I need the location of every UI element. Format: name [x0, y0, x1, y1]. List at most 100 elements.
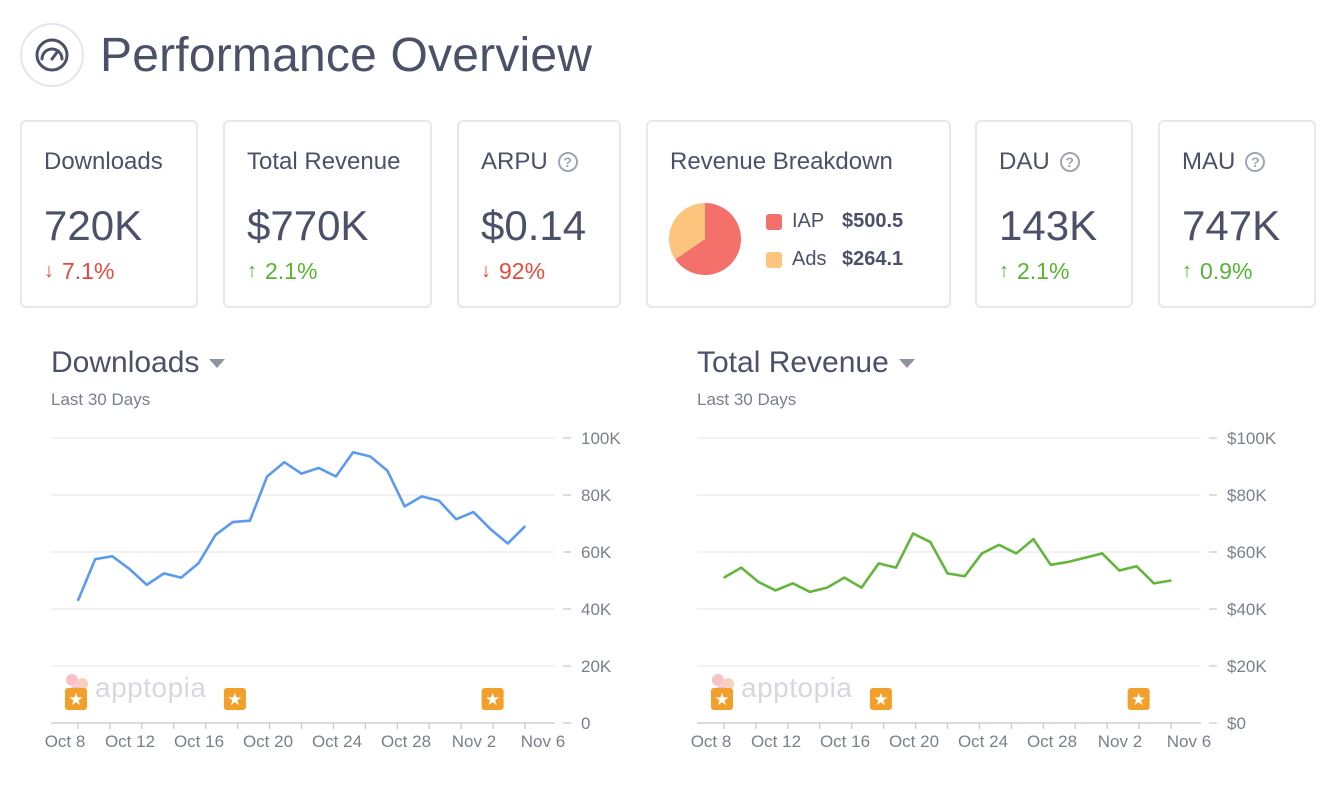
data-point	[231, 521, 234, 523]
x-tick-label: Oct 24	[958, 732, 1008, 750]
revenue-line-chart: $0 $20K $40K $60K $80K $100K Oct 8 Oct 12 Oct 16…	[691, 429, 1277, 750]
star-marker-icon[interactable]: ★	[711, 688, 733, 710]
card-value: 143K	[999, 202, 1098, 249]
data-point	[300, 472, 303, 475]
delta-value: 2.1%	[265, 258, 318, 284]
card-title: DAU ?	[999, 148, 1080, 176]
data-point	[197, 562, 200, 565]
chevron-down-icon[interactable]	[898, 358, 915, 368]
x-tick-label: Oct 12	[105, 732, 155, 750]
data-point	[421, 495, 423, 498]
delta-value: 0.9%	[1200, 258, 1253, 284]
x-tick-label: Oct 16	[174, 732, 224, 750]
series-line	[76, 450, 526, 601]
data-point	[860, 586, 863, 589]
data-point	[369, 455, 372, 458]
star-glyph: ★	[485, 690, 500, 709]
star-glyph: ★	[68, 690, 83, 709]
total-revenue-card[interactable]: Total Revenue $770K ↑ 2.1%	[223, 120, 432, 308]
data-point	[472, 511, 475, 513]
data-point	[740, 566, 742, 569]
x-tick-label: Oct 8	[45, 732, 86, 750]
data-point	[489, 528, 492, 530]
y-tick-label: 0	[581, 714, 590, 733]
pie-slice-ads	[669, 203, 705, 260]
card-value: $0.14	[481, 202, 587, 249]
x-tick-label: Oct 24	[312, 732, 362, 750]
card-title: Downloads	[44, 148, 163, 175]
legend-iap: IAP $500.5	[766, 210, 903, 233]
star-marker-icon[interactable]: ★	[223, 688, 246, 710]
legend-value: $500.5	[842, 210, 904, 232]
data-point	[317, 467, 320, 469]
data-point	[438, 499, 440, 502]
legend-label: IAP	[792, 210, 825, 232]
star-glyph: ★	[227, 690, 242, 709]
y-tick-label: $40K	[1227, 600, 1267, 619]
data-point	[352, 451, 354, 454]
chart-title-label: Total Revenue	[697, 346, 889, 379]
data-point	[111, 555, 114, 558]
help-icon[interactable]: ?	[557, 152, 578, 172]
data-point	[249, 519, 251, 522]
dau-card[interactable]: DAU ? 143K ↑ 2.1%	[975, 120, 1133, 308]
x-tick-label: Oct 20	[889, 732, 939, 750]
delta-value: 7.1%	[62, 258, 115, 284]
star-marker-icon[interactable]: ★	[1127, 688, 1150, 710]
star-marker-icon[interactable]: ★	[869, 688, 892, 710]
data-point	[214, 534, 217, 536]
mau-card[interactable]: MAU ? 747K ↑ 0.9%	[1158, 120, 1316, 308]
card-title: MAU ?	[1182, 148, 1266, 176]
x-tick-label: Oct 28	[1027, 732, 1077, 750]
data-point	[998, 544, 1000, 546]
data-point	[1101, 552, 1104, 555]
data-point	[455, 518, 458, 521]
iap-swatch	[766, 213, 782, 230]
data-point	[403, 505, 406, 508]
chevron-down-icon[interactable]	[209, 358, 226, 368]
data-point	[809, 591, 811, 593]
revenue-chart-subtitle: Last 30 Days	[697, 390, 797, 409]
data-point	[791, 582, 794, 585]
legend-value: $264.1	[842, 248, 904, 270]
x-tick-label: Nov 2	[452, 732, 496, 750]
chart-title-label: Downloads	[51, 346, 200, 379]
data-point	[877, 562, 880, 565]
dashboard-gauge-icon	[20, 23, 84, 87]
y-tick-label: $60K	[1227, 543, 1267, 562]
revenue-breakdown-card[interactable]: Revenue Breakdown IAP $500.5 Ads $264.1	[646, 120, 951, 308]
card-title: Total Revenue	[247, 148, 401, 175]
page-header: Performance Overview	[20, 20, 592, 90]
card-value: 720K	[44, 202, 143, 249]
star-glyph: ★	[714, 690, 729, 709]
data-point	[912, 532, 914, 535]
downloads-card[interactable]: Downloads 720K ↓ 7.1%	[20, 120, 198, 308]
y-tick-label: 80K	[581, 486, 612, 505]
data-point	[1015, 552, 1018, 555]
downloads-chart-subtitle: Last 30 Days	[51, 390, 151, 409]
data-point	[94, 558, 96, 560]
help-icon[interactable]: ?	[1059, 152, 1080, 172]
data-point	[1118, 569, 1121, 572]
x-tick-label: Oct 12	[751, 732, 801, 750]
arpu-card[interactable]: ARPU ? $0.14 ↓ 92%	[457, 120, 621, 308]
x-tick-label: Oct 8	[691, 732, 732, 750]
star-marker-icon[interactable]: ★	[65, 688, 87, 710]
x-tick-label: Oct 20	[243, 732, 293, 750]
watermark-text: apptopia	[95, 672, 206, 703]
data-point	[757, 581, 760, 583]
y-tick-label: $100K	[1227, 429, 1277, 448]
x-tick-label: Oct 28	[381, 732, 431, 750]
downloads-chart-title[interactable]: Downloads	[51, 346, 226, 380]
revenue-chart-title[interactable]: Total Revenue	[697, 346, 915, 380]
star-marker-icon[interactable]: ★	[481, 688, 504, 710]
data-point	[843, 576, 846, 579]
card-value: 747K	[1182, 202, 1281, 249]
x-tick-label: Nov 2	[1098, 732, 1142, 750]
data-point	[524, 525, 526, 528]
help-icon[interactable]: ?	[1245, 152, 1266, 172]
pie-slice-iap	[675, 203, 741, 275]
data-point	[1084, 556, 1086, 559]
legend-label: Ads	[792, 248, 827, 270]
downloads-line-chart: 0 20K 40K 60K 80K 100K Oct 8 Oct 12 Oct 16 Oct 20…	[45, 429, 622, 750]
